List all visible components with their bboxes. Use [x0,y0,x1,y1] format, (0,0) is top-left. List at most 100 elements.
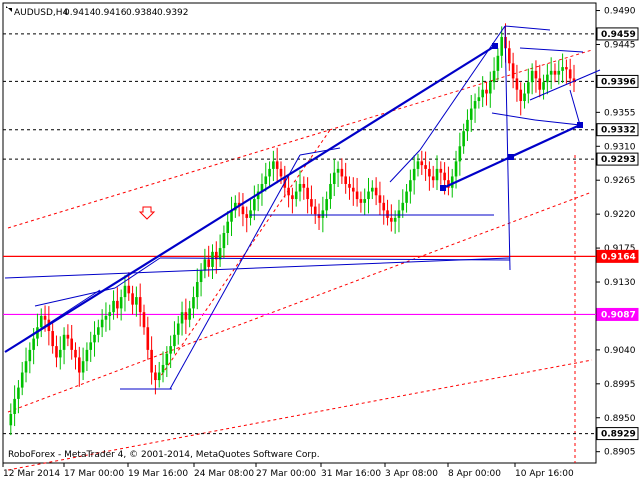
x-tick-label: 24 Mar 08:00 [194,469,254,479]
candle-body [9,413,13,426]
candle-body [207,259,210,267]
candle-body [17,387,20,399]
candle-body [439,168,443,173]
candle-body [405,191,408,203]
candle-body [138,297,142,313]
analysis-lines [4,25,601,390]
x-tick-label: 31 Mar 16:00 [321,469,381,479]
candle-body [416,161,420,169]
candle-body [150,349,153,373]
candle-body [371,187,374,192]
y-tick-label: 0.8905 [604,448,636,458]
y-tick-label: 0.9310 [604,142,636,152]
candle-body [127,285,131,294]
candle-body [253,199,256,211]
candle-body [78,357,81,373]
candle-body [294,191,298,200]
candle-body [89,342,93,350]
y-tick-label: 0.9265 [604,176,636,186]
candle-body [85,349,89,362]
price-tag [596,152,639,166]
candle-body [488,82,492,94]
candle-body [62,334,66,350]
candle-body [154,372,157,381]
candle-body [24,361,28,373]
candle-body [256,191,260,200]
candle-body [538,78,542,90]
candle-body [291,195,294,200]
analysis-line [389,149,421,183]
y-tick-label: 0.9445 [604,40,636,50]
candle-body [473,101,477,109]
x-tick-label: 8 Apr 00:00 [448,469,501,479]
candle-body [340,168,344,177]
candle-body [382,202,386,211]
anchor-point [508,154,514,160]
candle-body [184,312,188,320]
candle-body [466,119,469,132]
candle-body [249,210,252,218]
ohlc-low: 0.9384 [126,8,158,18]
candle-body [135,297,138,305]
candle-body [142,312,146,328]
price-tag-label: 0.9396 [601,77,636,87]
ohlc-open: 0.9414 [64,8,96,18]
candle-body [374,187,378,196]
candle-body [100,319,104,328]
candle-body [367,191,370,200]
y-tick-label: 0.9130 [604,278,636,288]
candle-body [173,334,176,347]
candle-body [409,180,412,192]
candle-body [321,210,325,218]
x-tick-label: 3 Apr 08:00 [385,469,438,479]
candle-body [378,195,382,203]
candle-body [477,97,481,102]
y-tick-label: 0.9040 [604,346,636,356]
candle-body [435,168,439,181]
candle-body [397,210,401,218]
down-arrow-icon [138,206,156,220]
candle-body [553,70,557,75]
candle-body [81,361,85,373]
price-tags: 0.9459 0.9396 0.9332 0.9293 0.9164 0.9087 0.89… [596,27,639,441]
candle-body [542,82,545,90]
candle-body [234,202,237,211]
candle-body [245,214,249,218]
candle-body [420,161,424,166]
candle-body [180,312,184,324]
analysis-line [114,257,161,289]
candle-body [169,346,172,354]
x-axis: 12 Mar 2014 17 Mar 00:00 19 Mar 16:00 24 Ma… [2,463,574,479]
candle-body [557,70,561,75]
candle-body [43,315,47,320]
candle-body [32,338,35,350]
analysis-line [419,25,506,151]
candle-body [310,199,313,207]
analysis-line [7,289,101,351]
candle-body [131,293,134,305]
analysis-line [34,287,116,307]
candle-body [97,327,100,335]
candle-body [70,338,73,350]
candle-body [549,70,553,75]
candle-body [447,180,450,188]
candle-body [306,187,309,200]
anchor-point [577,122,583,128]
candle-body [287,187,290,196]
candle-body [188,308,191,320]
analysis-line [159,257,511,261]
candle-body [401,202,405,211]
price-tag [596,307,639,321]
price-tag-label: 0.9164 [601,252,636,262]
candle-body [462,131,465,147]
candle-body [359,199,363,203]
candle-body [469,108,473,120]
candle-body [116,300,119,309]
candle-body [568,69,572,79]
x-tick-label: 10 Apr 16:00 [515,469,574,479]
candle-body [58,349,62,358]
candle-body [390,217,393,222]
candle-body [39,315,43,328]
